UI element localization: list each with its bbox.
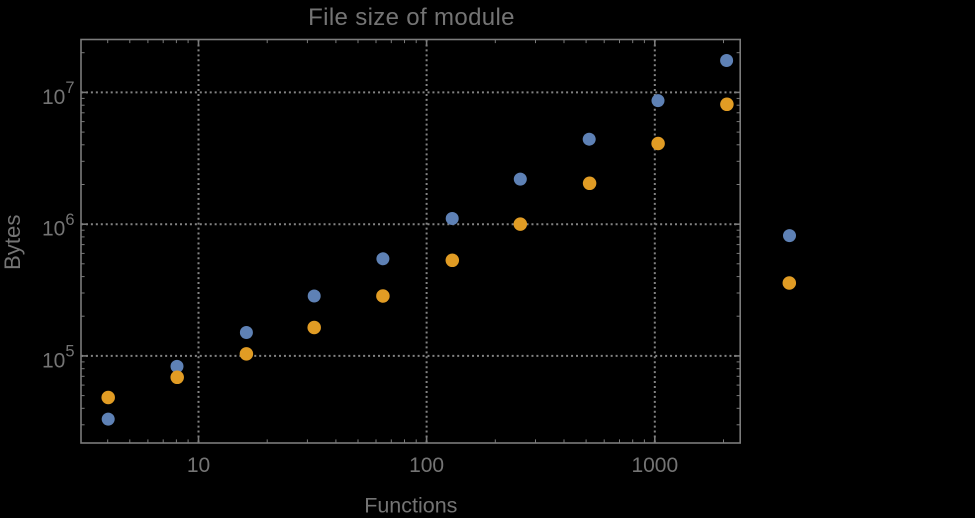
svg-text:10: 10	[187, 454, 210, 477]
svg-text:100: 100	[409, 454, 444, 477]
svg-text:Functions: Functions	[364, 493, 457, 513]
svg-text:1000: 1000	[631, 454, 678, 477]
svg-text:Bytes: Bytes	[0, 215, 25, 270]
svg-text:File size of module: File size of module	[308, 4, 515, 31]
